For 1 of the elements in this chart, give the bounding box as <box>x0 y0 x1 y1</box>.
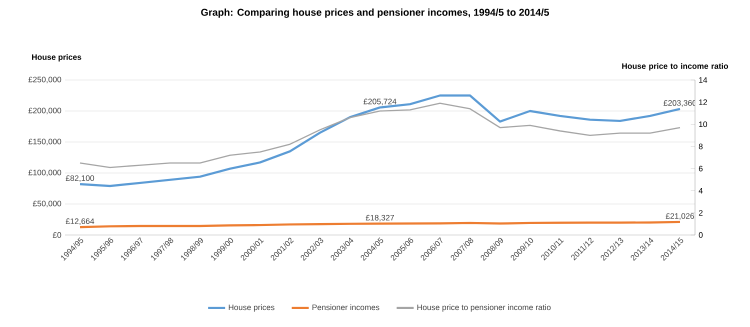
chart-title: Graph: Comparing house prices and pensioner incomes, 1994/5 to 2014/5 <box>201 8 550 18</box>
